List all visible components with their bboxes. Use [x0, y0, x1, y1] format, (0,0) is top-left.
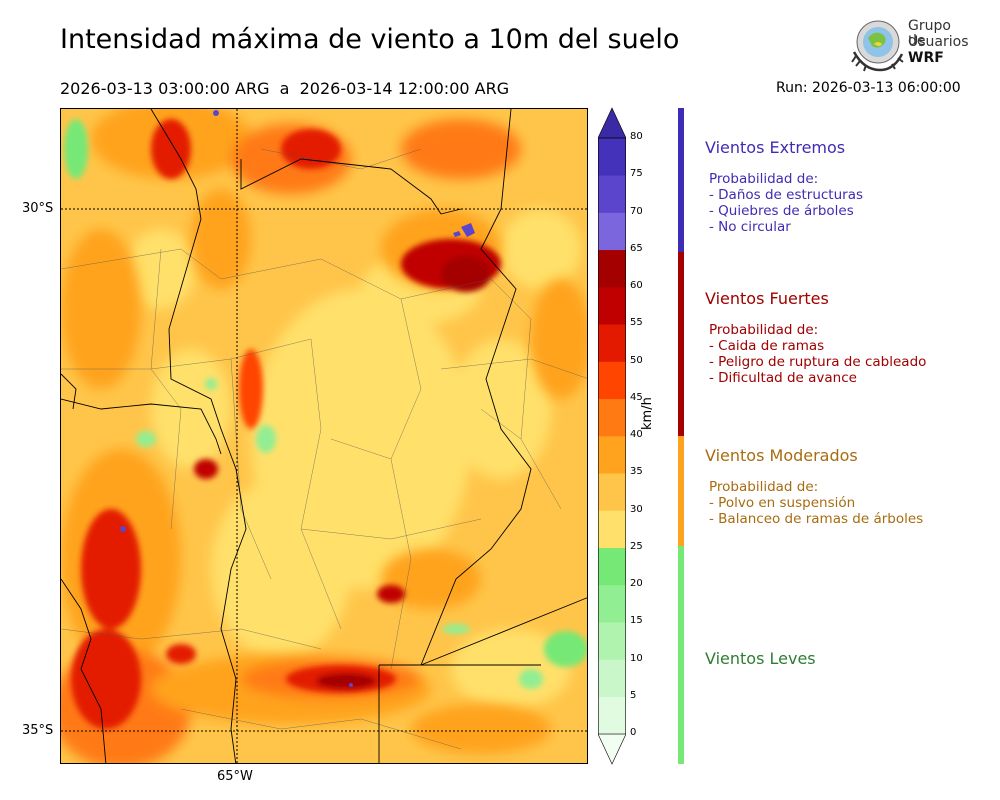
colorbar-bin	[598, 696, 626, 735]
desc-line: - Balanceo de ramas de árboles	[709, 511, 924, 527]
map-canvas	[61, 109, 587, 763]
globe-logo-icon	[851, 20, 904, 72]
category-bar-light	[678, 546, 684, 764]
category-moderate: Vientos Moderados Probabilidad de: - Pol…	[705, 446, 923, 527]
category-bar-extreme	[678, 108, 684, 252]
wind-intensity-map	[60, 108, 588, 764]
colorbar-max-arrow	[597, 107, 627, 139]
colorbar-bin	[598, 361, 626, 400]
colorbar-tick-label: 20	[630, 578, 643, 589]
desc-line: - Caida de ramas	[709, 338, 825, 354]
graticule	[61, 109, 587, 763]
desc-line: Probabilidad de:	[709, 322, 819, 338]
category-strong-desc: Probabilidad de: - Caida de ramas - Peli…	[709, 322, 926, 386]
colorbar-bin	[598, 436, 626, 474]
category-bar-moderate	[678, 436, 684, 546]
colorbar	[597, 106, 627, 766]
colorbar-tick-label: 40	[630, 429, 643, 440]
colorbar-bin	[598, 287, 626, 325]
wind-field-extreme	[120, 110, 475, 687]
colorbar-tick-label: 25	[630, 540, 643, 552]
colorbar-tick-label: 5	[630, 689, 637, 701]
category-moderate-title: Vientos Moderados	[705, 446, 858, 465]
desc-line: - Peligro de ruptura de cableado	[709, 354, 927, 370]
category-moderate-desc: Probabilidad de: - Polvo en suspensión -…	[709, 479, 923, 527]
colorbar-bin	[598, 659, 626, 698]
desc-line: - Polvo en suspensión	[709, 495, 856, 511]
colorbar-bin	[598, 175, 626, 213]
category-strong-title: Vientos Fuertes	[705, 289, 829, 308]
lat-label-30s: 30°S	[22, 201, 54, 216]
category-light-title: Vientos Leves	[705, 649, 816, 668]
colorbar-bin	[598, 547, 626, 586]
colorbar-tick-label: 80	[630, 131, 643, 142]
colorbar-swatches	[597, 107, 627, 765]
colorbar-bin	[598, 585, 626, 623]
colorbar-tick-label: 0	[630, 727, 637, 738]
desc-line: - No circular	[709, 219, 791, 235]
colorbar-unit: km/h	[640, 397, 655, 430]
colorbar-tick-label: 55	[630, 317, 643, 329]
category-bar-strong	[678, 252, 684, 436]
department-borders	[61, 148, 587, 750]
category-extreme-desc: Probabilidad de: - Daños de estructuras …	[709, 171, 863, 235]
logo-text-line3: WRF	[908, 50, 944, 66]
colorbar-tick-label: 65	[630, 242, 643, 254]
category-extreme-title: Vientos Extremos	[705, 138, 846, 157]
colorbar-tick-label: 60	[630, 280, 643, 291]
colorbar-bin	[598, 212, 626, 251]
colorbar-bin	[598, 622, 626, 660]
colorbar-frame	[598, 137, 626, 735]
run-time: Run: 2026-03-13 06:00:00	[776, 80, 961, 96]
category-extreme: Vientos Extremos Probabilidad de: - Daño…	[705, 138, 863, 235]
desc-line: - Quiebres de árboles	[709, 203, 854, 219]
forecast-period: 2026-03-13 03:00:00 ARG a 2026-03-14 12:…	[60, 79, 510, 98]
lat-label-35s: 35°S	[22, 723, 54, 738]
province-borders	[61, 109, 587, 763]
category-light: Vientos Leves	[705, 649, 816, 668]
logo-text-line2: Usuarios	[908, 34, 969, 50]
colorbar-bin	[598, 249, 626, 288]
colorbar-tick-label: 35	[630, 466, 643, 478]
category-strong: Vientos Fuertes Probabilidad de: - Caida…	[705, 289, 926, 386]
colorbar-tick-label: 75	[630, 168, 643, 180]
colorbar-min-arrow	[597, 733, 627, 765]
wind-field-moderate	[126, 209, 581, 709]
desc-line: - Dificultad de avance	[709, 370, 857, 386]
wrf-logo: Grupo de Usuarios WRF	[848, 16, 969, 74]
colorbar-tick-label: 10	[630, 652, 643, 664]
colorbar-bin	[598, 324, 626, 362]
map-title: Intensidad máxima de viento a 10m del su…	[60, 24, 680, 55]
colorbar-tick-label: 15	[630, 615, 643, 627]
colorbar-bin	[598, 398, 626, 437]
desc-line: Probabilidad de:	[709, 479, 819, 495]
wind-field-severe	[71, 119, 501, 729]
colorbar-tick-label: 45	[630, 391, 643, 403]
colorbar-tick-label: 50	[630, 354, 643, 366]
colorbar-tick-label: 70	[630, 205, 643, 217]
logo-text-line1: Grupo de	[908, 18, 951, 49]
colorbar-tick-label: 30	[630, 503, 643, 515]
desc-line: - Daños de estructuras	[709, 187, 864, 203]
colorbar-bin	[598, 138, 626, 176]
lon-label-65w: 65°W	[217, 769, 253, 784]
desc-line: Probabilidad de:	[709, 171, 819, 187]
colorbar-bin	[598, 510, 626, 549]
wind-field-light	[64, 119, 587, 689]
colorbar-bin	[598, 473, 626, 511]
